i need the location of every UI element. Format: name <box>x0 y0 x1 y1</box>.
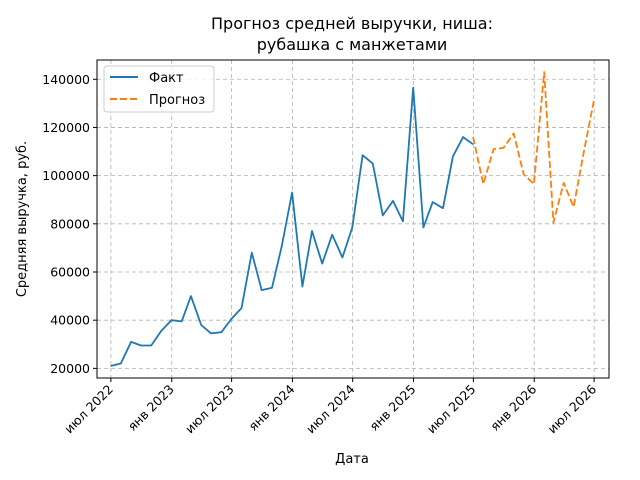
chart-title-line1: Прогноз средней выручки, ниша: <box>211 14 493 33</box>
series-line-forecast <box>472 71 595 224</box>
legend: Факт Прогноз <box>103 65 215 113</box>
y-tick-label: 80000 <box>50 216 90 231</box>
y-tick-label: 100000 <box>42 168 90 183</box>
y-axis-ticks: 20000 40000 60000 80000 100000 120000 140000 <box>42 72 97 376</box>
y-axis-label: Средняя выручка, руб. <box>15 141 30 297</box>
plot-lines <box>110 71 595 367</box>
legend-label-fact: Факт <box>149 71 184 86</box>
y-tick-label: 140000 <box>42 72 90 87</box>
y-tick-label: 120000 <box>42 120 90 135</box>
chart-title-line2: рубашка с манжетами <box>257 35 448 54</box>
series-line-fact <box>110 86 474 367</box>
y-tick-label: 40000 <box>50 313 90 328</box>
x-axis-label: Дата <box>335 452 369 467</box>
legend-label-forecast: Прогноз <box>149 93 205 108</box>
y-tick-label: 20000 <box>50 361 90 376</box>
y-tick-label: 60000 <box>50 265 90 280</box>
